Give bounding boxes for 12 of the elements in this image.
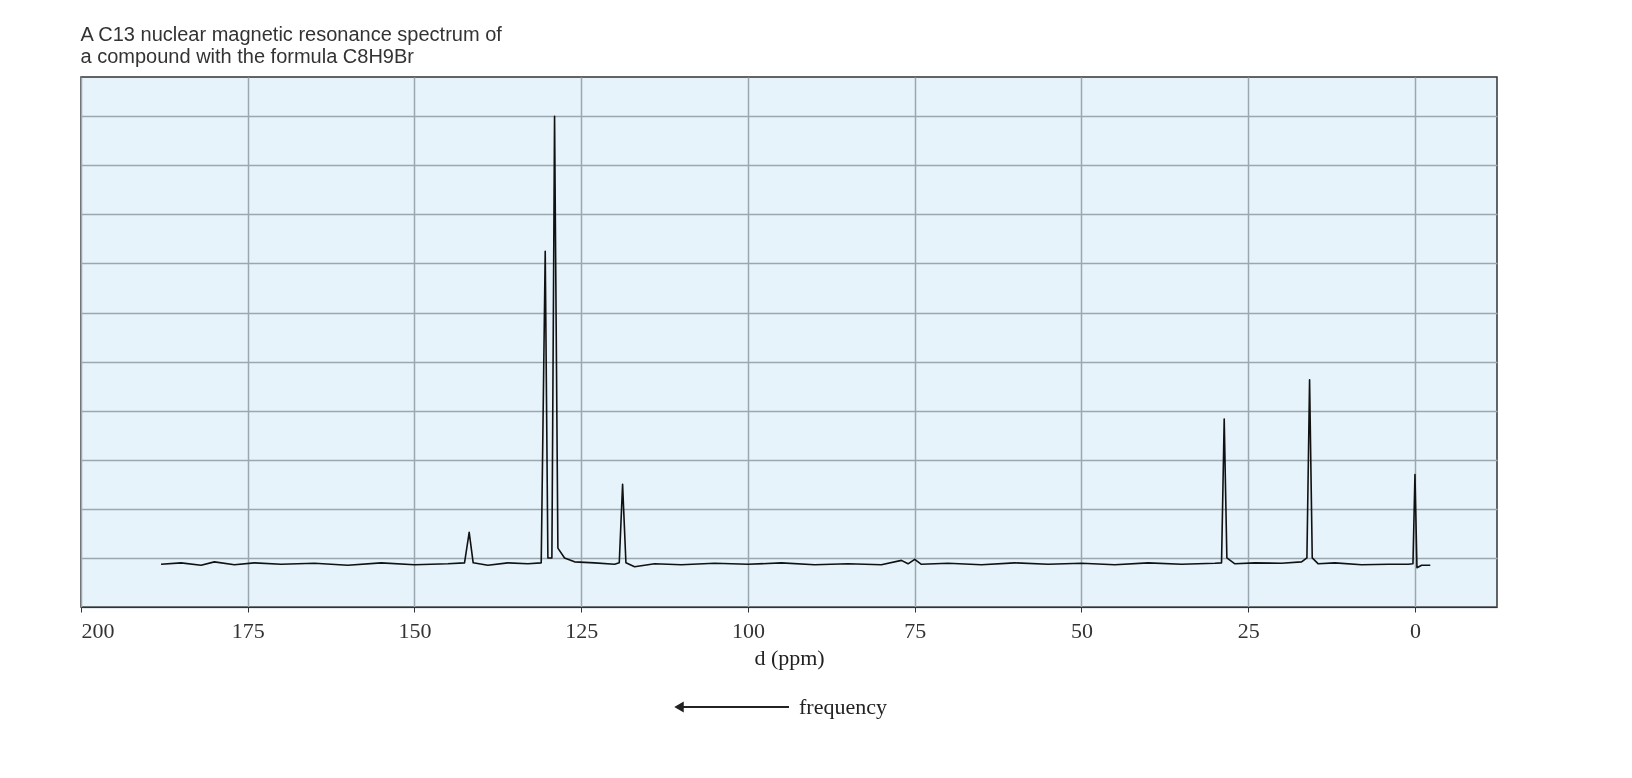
x-tick-label: 0 bbox=[1409, 617, 1421, 643]
x-tick-label: 100 bbox=[731, 617, 765, 643]
x-tick-label: 125 bbox=[565, 617, 599, 643]
x-tick-label: 200 bbox=[81, 617, 115, 643]
x-tick-label: 150 bbox=[398, 617, 432, 643]
x-tick-label: 50 bbox=[1070, 617, 1093, 643]
x-tick-label: 75 bbox=[904, 617, 927, 643]
x-axis-title: d (ppm) bbox=[754, 644, 825, 670]
chart-title: A C13 nuclear magnetic resonance spectrum of a compound with the formula C8H9Br bbox=[80, 23, 503, 67]
text: frequency bbox=[799, 694, 887, 719]
x-tick-label: 175 bbox=[231, 617, 265, 643]
x-tick-label: 25 bbox=[1237, 617, 1260, 643]
